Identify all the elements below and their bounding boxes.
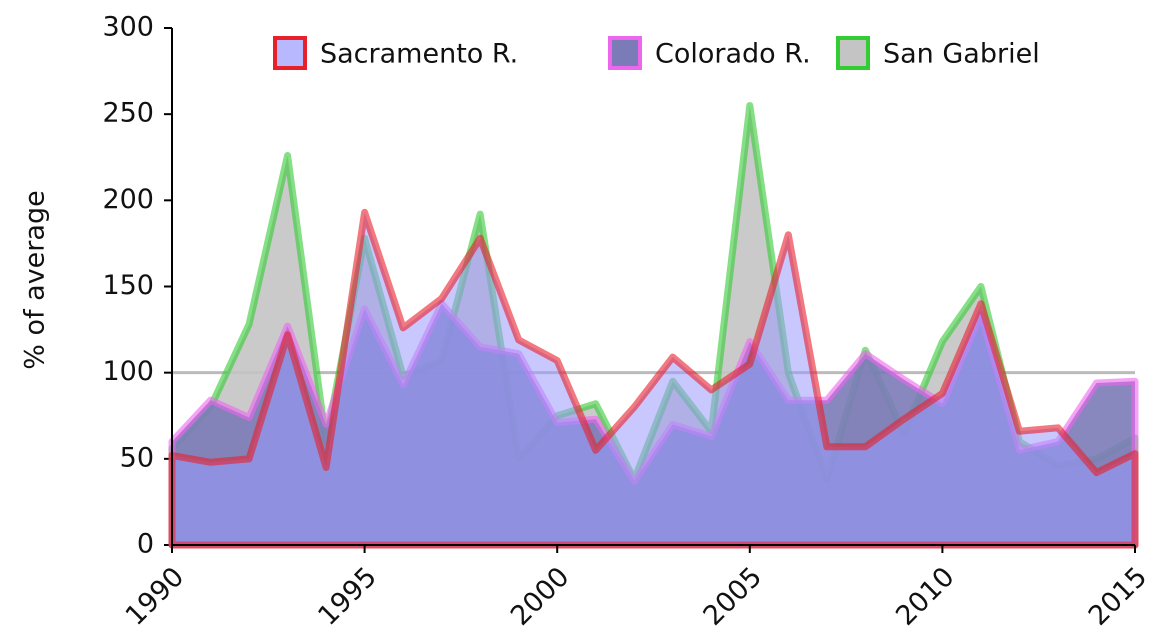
x-tick-label: 2015 (1083, 561, 1149, 632)
legend-swatch (273, 36, 307, 70)
legend-label: San Gabriel (883, 39, 1040, 70)
y-axis-label: % of average (20, 190, 51, 369)
y-tick-label: 50 (120, 442, 154, 473)
x-tick-label: 1995 (312, 561, 383, 632)
y-tick-label: 250 (102, 98, 154, 129)
legend-swatch (608, 36, 642, 70)
x-tick-label: 2005 (698, 561, 769, 632)
legend-label: Colorado R. (655, 39, 811, 70)
y-tick-label: 300 (102, 12, 154, 43)
area-outline (168, 208, 1139, 549)
y-tick-label: 0 (137, 529, 154, 560)
x-tick-label: 1990 (120, 561, 191, 632)
x-tick-label: 2000 (505, 561, 576, 632)
legend-label: Sacramento R. (320, 39, 518, 70)
legend-swatch (836, 36, 870, 70)
y-tick-label: 150 (102, 270, 154, 301)
area-fill (172, 212, 1135, 545)
y-tick-label: 200 (102, 184, 154, 215)
y-tick-label: 100 (102, 356, 154, 387)
x-tick-label: 2010 (890, 561, 961, 632)
